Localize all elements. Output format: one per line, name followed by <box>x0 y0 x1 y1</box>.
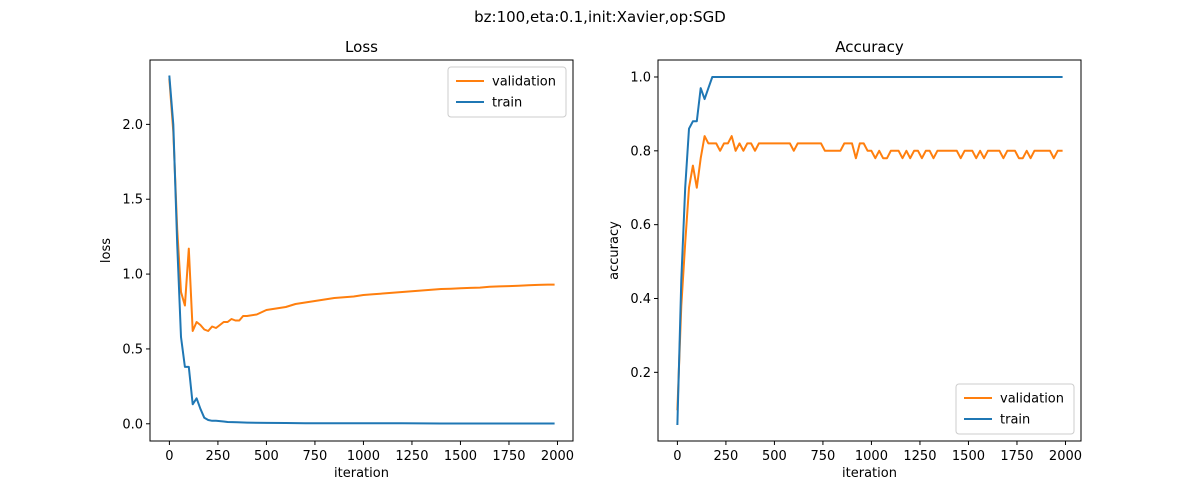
loss-chart: Loss 0 250 500 750 1000 1250 1500 1750 2000 0.0 0.5… <box>99 38 574 481</box>
loss-chart-title: Loss <box>345 38 378 56</box>
accuracy-legend-label-validation: validation <box>1000 392 1064 407</box>
accuracy-axes-frame <box>657 59 1082 442</box>
accuracy-series-train-line <box>676 76 1063 426</box>
accuracy-series-validation-line <box>676 135 1063 411</box>
accuracy-x-tick-label: 500 <box>762 449 787 464</box>
accuracy-x-tick-label: 0 <box>673 449 681 464</box>
accuracy-x-tick-label: 250 <box>713 449 738 464</box>
loss-y-tick-label: 0.5 <box>122 342 143 357</box>
figure-suptitle: bz:100,eta:0.1,init:Xavier,op:SGD <box>474 8 726 26</box>
accuracy-y-tick-label: 0.4 <box>630 292 651 307</box>
loss-x-tick-label: 750 <box>303 449 328 464</box>
loss-x-tick-label: 250 <box>205 449 230 464</box>
accuracy-x-tick-label: 750 <box>811 449 836 464</box>
loss-legend-label-train: train <box>492 96 522 111</box>
loss-x-tick-label: 1000 <box>347 449 380 464</box>
accuracy-y-tick-label: 0.2 <box>630 366 651 381</box>
loss-y-tick-label: 2.0 <box>122 118 143 133</box>
accuracy-x-tick-label: 2000 <box>1049 449 1082 464</box>
accuracy-x-axis-label: iteration <box>842 466 897 481</box>
loss-y-axis-label: loss <box>99 238 114 263</box>
loss-y-tick-label: 0.0 <box>122 417 143 432</box>
accuracy-x-tick-label: 1250 <box>903 449 936 464</box>
loss-x-tick-label: 500 <box>254 449 279 464</box>
loss-x-tick-label: 1250 <box>395 449 428 464</box>
loss-y-tick-label: 1.5 <box>122 193 143 208</box>
accuracy-chart: Accuracy 0 250 500 750 1000 1250 1500 1750 2000 0.… <box>607 38 1082 481</box>
accuracy-x-tick-label: 1000 <box>855 449 888 464</box>
loss-x-tick-label: 0 <box>165 449 173 464</box>
accuracy-y-tick-label: 0.8 <box>630 144 651 159</box>
accuracy-legend-label-train: train <box>1000 413 1030 428</box>
loss-x-tick-label: 1500 <box>444 449 477 464</box>
accuracy-y-axis-label: accuracy <box>607 221 622 280</box>
loss-x-axis-label: iteration <box>334 466 389 481</box>
accuracy-y-tick-label: 0.6 <box>630 218 651 233</box>
loss-series-train-line <box>168 75 555 425</box>
loss-legend: validation train <box>447 66 567 118</box>
accuracy-y-tick-label: 1.0 <box>630 70 651 85</box>
loss-series-validation-line <box>168 78 555 332</box>
loss-legend-label-validation: validation <box>492 75 556 90</box>
loss-legend-box <box>447 66 567 118</box>
loss-x-tick-label: 1750 <box>492 449 525 464</box>
loss-x-tick-label: 2000 <box>541 449 574 464</box>
accuracy-x-tick-label: 1500 <box>952 449 985 464</box>
accuracy-legend: validation train <box>955 383 1075 435</box>
accuracy-x-tick-label: 1750 <box>1000 449 1033 464</box>
accuracy-chart-title: Accuracy <box>835 38 904 56</box>
loss-axes-frame <box>149 59 574 442</box>
accuracy-legend-box <box>955 383 1075 435</box>
loss-y-tick-label: 1.0 <box>122 268 143 283</box>
